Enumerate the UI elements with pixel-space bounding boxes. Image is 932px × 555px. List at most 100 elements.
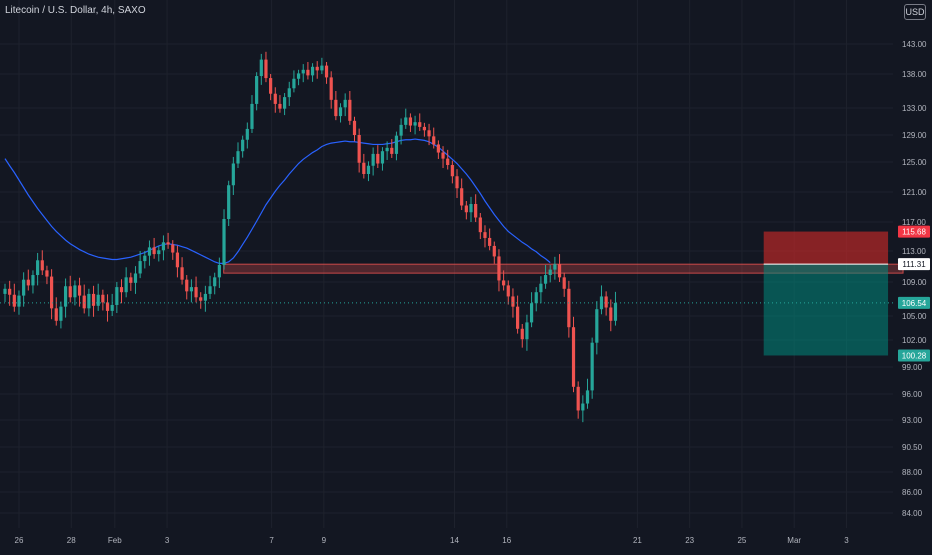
candle-body [497, 256, 501, 281]
candle-body [96, 294, 100, 306]
candle-body [22, 279, 26, 296]
y-tick-label: 129.00 [902, 131, 927, 140]
y-tick-label: 88.00 [902, 468, 923, 477]
candle-body [269, 78, 273, 94]
x-tick-label: 21 [633, 536, 642, 545]
candle-body [40, 260, 44, 271]
zones [223, 231, 904, 356]
x-tick-label: 3 [165, 536, 170, 545]
candle-body [250, 103, 254, 129]
candle-body [385, 147, 389, 152]
candle-body [543, 275, 548, 284]
candle-body [12, 294, 16, 307]
candle-body [492, 245, 496, 257]
y-tick-label: 133.00 [902, 104, 927, 113]
y-tick-label: 117.00 [902, 218, 926, 227]
candle-body [595, 309, 599, 343]
candle-body [404, 117, 408, 125]
candle-body [8, 288, 12, 295]
candle-body [87, 293, 91, 309]
candle-body [73, 285, 77, 298]
candle-body [408, 117, 413, 126]
candle-body [110, 304, 114, 311]
candle-body [562, 277, 566, 289]
current-price-badge [898, 296, 930, 309]
x-tick-label: 7 [269, 536, 274, 545]
candle-body [45, 270, 49, 277]
x-tick-label: Feb [108, 536, 122, 545]
candle-body [185, 279, 189, 292]
candle-body [362, 162, 366, 174]
x-tick-label: 23 [685, 536, 694, 545]
candle-body [63, 286, 68, 307]
current-price-badge-text: 106.54 [902, 299, 927, 308]
candle-body [357, 135, 361, 163]
y-tick-label: 143.00 [902, 40, 927, 49]
axes: 143.00 138.00 133.00 129.00 125.00 121.00 117.… [15, 40, 930, 545]
candle-body [474, 204, 478, 218]
candle-body [59, 306, 63, 321]
candle-body [525, 322, 529, 340]
y-tick-label: 86.00 [902, 488, 923, 497]
candle-body [264, 59, 268, 79]
candle-body [320, 65, 324, 71]
candle-body [581, 403, 585, 411]
candle-body [31, 275, 35, 286]
x-tick-label: 3 [844, 536, 849, 545]
currency-button[interactable]: USD [904, 4, 926, 20]
candle-body [105, 302, 110, 311]
candle-body [143, 255, 147, 262]
candle-body [539, 283, 543, 293]
candle-body [17, 295, 21, 307]
y-tick-label: 84.00 [902, 509, 923, 518]
candle-body [329, 77, 333, 100]
candle-body [348, 99, 352, 121]
candle-body [101, 294, 105, 303]
candle-body [553, 264, 557, 270]
moving-average [4, 138, 551, 264]
candle-body [455, 176, 459, 189]
candle-body [343, 99, 347, 108]
x-tick-label: 9 [322, 536, 327, 545]
target-price-badge [898, 349, 930, 362]
candle-body [338, 107, 343, 117]
candle-body [576, 386, 580, 411]
y-tick-label: 96.00 [902, 390, 923, 399]
candle-body [324, 65, 329, 78]
candle-body [217, 264, 221, 278]
candle-body [50, 276, 54, 309]
candle-body [390, 147, 394, 154]
entry-price-badge-text: 111.31 [902, 260, 926, 269]
candle-body [152, 247, 156, 255]
candle-body [194, 287, 198, 298]
candle-body [129, 277, 133, 283]
candle-body [557, 264, 562, 278]
candle-body [171, 244, 175, 253]
target-price-badge-text: 100.28 [902, 351, 927, 360]
candle-body [259, 59, 263, 77]
candle-body [231, 163, 235, 186]
y-tick-label: 113.00 [902, 247, 926, 256]
candle-body [273, 93, 277, 104]
candle-body [36, 260, 40, 276]
candle-body [432, 136, 436, 145]
candle-body [441, 152, 445, 159]
candle-body [599, 296, 604, 310]
y-tick-label: 138.00 [902, 70, 927, 79]
candle-body [511, 296, 515, 307]
candle-body [241, 139, 245, 152]
candle-body [418, 122, 422, 127]
candle-body [26, 279, 30, 286]
candle-body [450, 165, 454, 177]
candle-body [548, 269, 552, 276]
candle-body [54, 308, 58, 321]
x-tick-label: 25 [737, 536, 746, 545]
candle-body [413, 122, 417, 126]
candle-body [82, 295, 86, 309]
candle-body [585, 390, 590, 404]
candle-body [301, 69, 305, 74]
y-tick-label: 99.00 [902, 363, 923, 372]
candle-body [245, 128, 249, 140]
